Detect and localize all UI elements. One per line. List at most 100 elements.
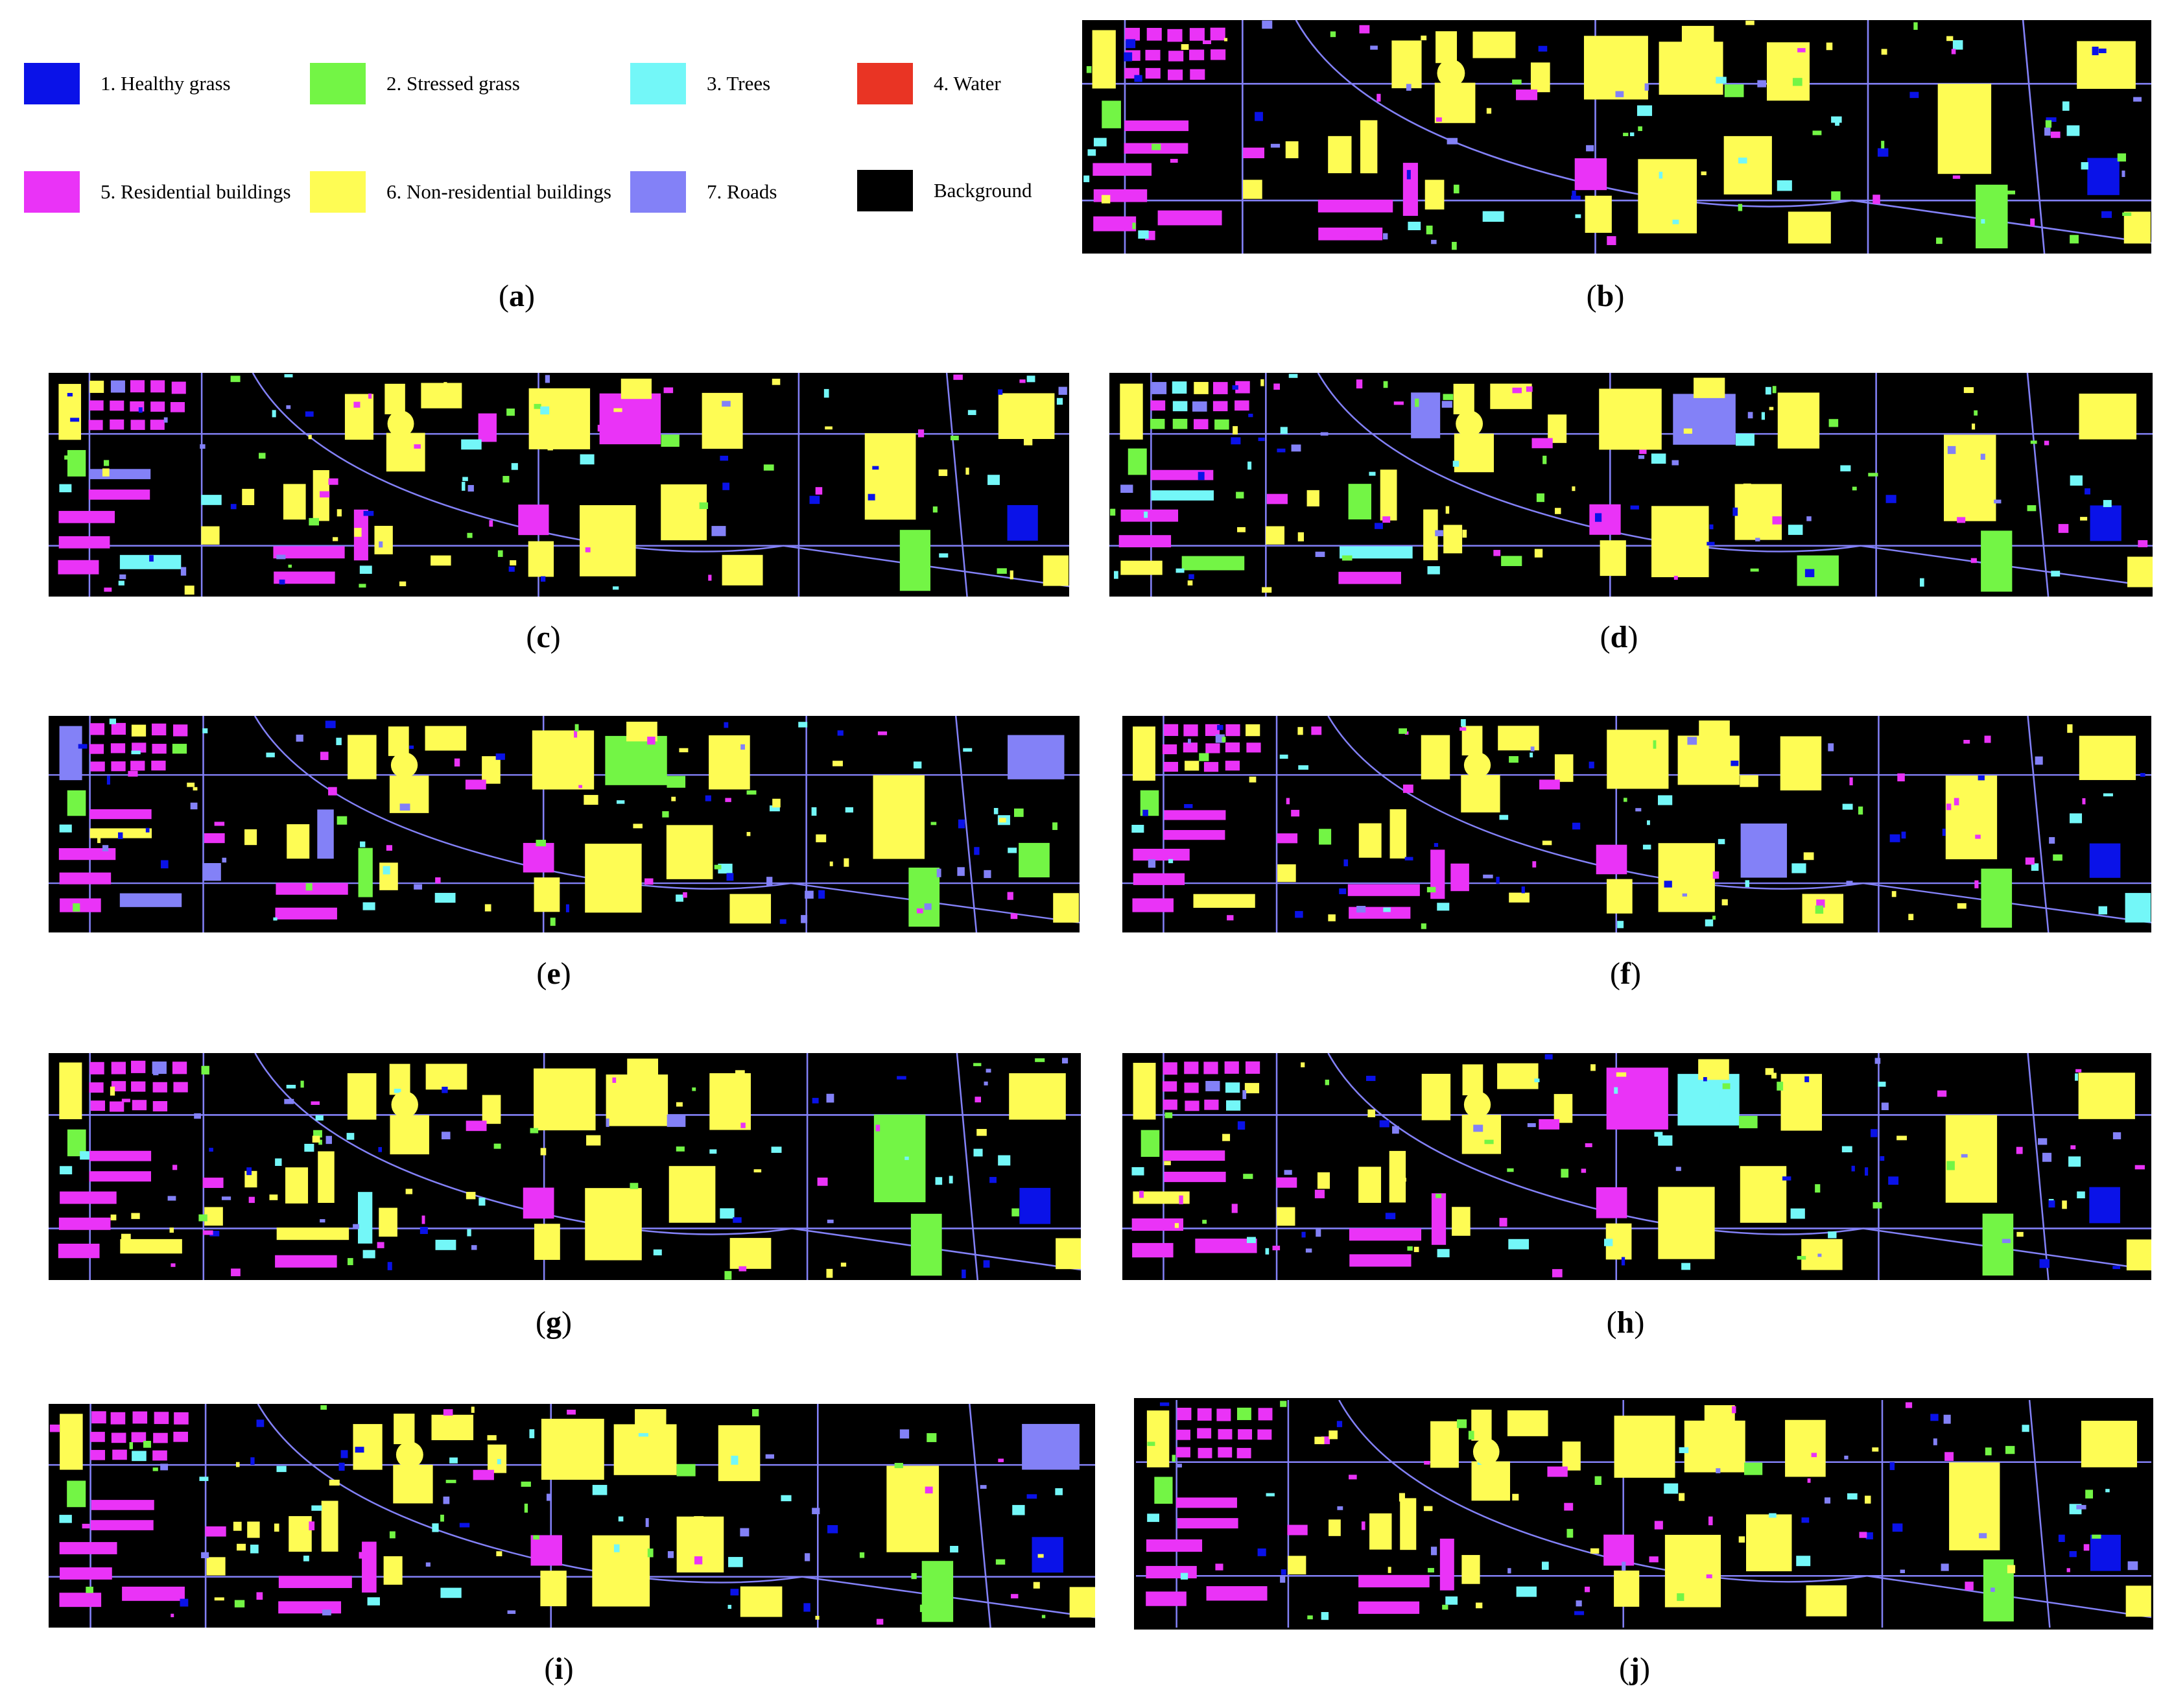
map-parcel — [209, 1231, 220, 1237]
legend-item-stressed-grass: 2. Stressed grass — [310, 63, 520, 104]
map-region — [1889, 834, 1900, 842]
map-parcel — [272, 410, 276, 418]
map-parcel — [753, 1169, 762, 1173]
map-parcel — [256, 1419, 265, 1427]
map-parcel — [269, 1194, 278, 1200]
map-parcel — [1930, 1414, 1939, 1421]
map-region — [1172, 418, 1188, 429]
map-parcel — [1846, 881, 1853, 885]
map-parcel — [829, 861, 833, 866]
map-parcel — [1434, 843, 1439, 848]
map-region — [132, 1411, 148, 1424]
map-region — [1032, 1537, 1063, 1573]
map-region — [1937, 84, 1992, 174]
map-parcel — [1430, 1547, 1437, 1556]
map-parcel — [1172, 1454, 1176, 1462]
map-region — [1277, 833, 1298, 844]
map-parcel — [859, 1552, 865, 1558]
map-parcel — [405, 1189, 413, 1194]
map-parcel — [1532, 861, 1537, 868]
map-parcel — [419, 1227, 428, 1235]
map-parcel — [1367, 1109, 1376, 1117]
map-parcel — [322, 1609, 331, 1616]
legend-label: 1. Healthy grass — [100, 72, 231, 95]
map-parcel — [844, 858, 849, 867]
map-region — [2089, 1187, 2120, 1224]
map-parcel — [1527, 1123, 1536, 1128]
map-region — [1216, 1408, 1231, 1421]
map-region — [771, 1146, 782, 1153]
map-parcel — [1970, 558, 1977, 563]
map-parcel — [1585, 1143, 1592, 1148]
map-parcel — [49, 1424, 60, 1432]
map-parcel — [1576, 1600, 1582, 1607]
map-parcel — [1393, 401, 1404, 405]
map-parcel — [2035, 756, 2043, 765]
map-parcel — [1336, 1421, 1343, 1427]
map-region — [1509, 892, 1530, 903]
map-parcel — [1943, 1414, 1951, 1424]
map-region — [247, 1521, 260, 1538]
map-parcel — [145, 827, 150, 833]
map-parcel — [1423, 1506, 1433, 1512]
map-parcel — [1605, 202, 1610, 209]
map-region — [59, 1062, 82, 1120]
map-parcel — [414, 884, 423, 890]
map-parcel — [421, 1215, 425, 1224]
map-parcel — [1421, 923, 1426, 929]
map-parcel — [248, 1196, 255, 1204]
map-region — [998, 393, 1055, 440]
map-parcel — [1587, 51, 1595, 60]
map-parcel — [1828, 1231, 1837, 1239]
map-parcel — [2025, 857, 2035, 865]
map-panel-d — [1109, 373, 2153, 597]
map-parcel — [1426, 225, 1433, 235]
map-region — [173, 724, 188, 737]
map-parcel — [102, 845, 109, 851]
map-region — [348, 735, 377, 779]
map-parcel — [276, 554, 286, 560]
map-parcel — [1014, 808, 1024, 817]
map-parcel — [924, 903, 932, 910]
map-parcel — [233, 1521, 242, 1531]
map-parcel — [997, 568, 1007, 574]
map-region — [1133, 1191, 1190, 1204]
map-parcel — [1873, 1202, 1882, 1209]
map-parcel — [1672, 460, 1679, 466]
map-parcel — [812, 1098, 819, 1104]
map-parcel — [1347, 233, 1358, 237]
map-region — [173, 1082, 188, 1093]
map-parcel — [975, 1097, 982, 1103]
map-parcel — [1604, 1239, 1613, 1246]
map-region — [720, 1208, 735, 1219]
map-parcel — [259, 453, 266, 459]
map-parcel — [1413, 1246, 1419, 1252]
map-parcel — [1871, 1129, 1878, 1137]
map-parcel — [2122, 212, 2132, 217]
map-parcel — [709, 1149, 717, 1154]
map-parcel — [1712, 916, 1716, 920]
map-region — [528, 388, 591, 449]
map-parcel — [1707, 541, 1715, 546]
map-region — [1195, 1239, 1257, 1253]
map-region — [1777, 392, 1820, 449]
map-parcel — [1703, 1077, 1707, 1082]
map-parcel — [1168, 859, 1174, 864]
map-region — [1554, 754, 1574, 782]
map-parcel — [1383, 381, 1388, 388]
map-parcel — [1638, 126, 1642, 132]
map-region — [1022, 1423, 1080, 1470]
map-region — [1885, 495, 1896, 503]
map-region — [110, 400, 124, 411]
map-region — [394, 1414, 415, 1445]
map-parcel — [167, 1196, 176, 1201]
map-region — [374, 525, 393, 554]
map-parcel — [2067, 724, 2073, 733]
map-region — [89, 469, 151, 479]
map-parcel — [1542, 455, 1547, 464]
map-region — [1658, 1187, 1715, 1259]
map-parcel — [1534, 1078, 1540, 1082]
map-parcel — [1222, 1133, 1231, 1141]
map-region — [711, 526, 726, 536]
map-parcel — [273, 917, 278, 921]
